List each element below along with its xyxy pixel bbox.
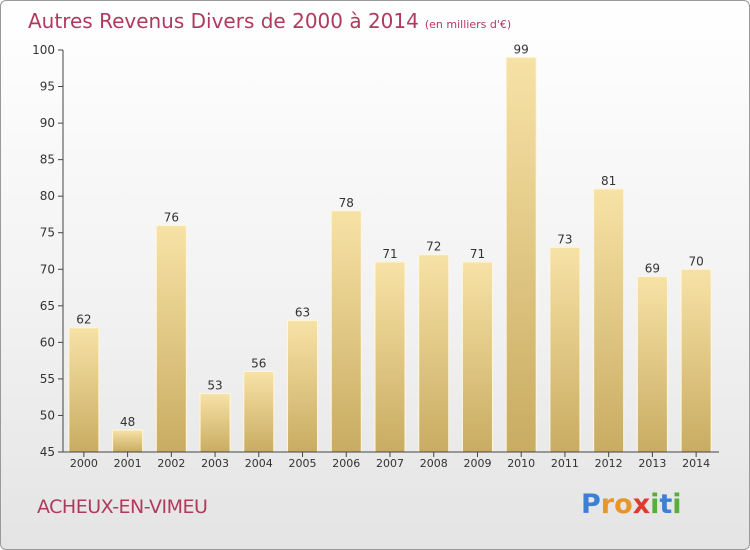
y-tick-label: 95: [40, 80, 55, 94]
logo-letter: t: [659, 489, 673, 520]
x-axis: 2000 2001 2002 2003 2004 2005 2006 2007 2008 2009…: [63, 451, 719, 470]
logo-letter: i: [650, 489, 660, 520]
chart-subtitle: (en milliers d'€): [424, 18, 512, 31]
bar-value-label: 56: [251, 357, 266, 371]
y-tick-label: 85: [40, 153, 55, 167]
bar-2012: [593, 188, 625, 453]
y-axis: 45 50 55 60 65 70 75 80 85 90 95 100: [32, 43, 64, 459]
bar-2000: [68, 327, 100, 453]
bar-value-label: 99: [514, 42, 529, 56]
x-tick-label: 2014: [682, 457, 710, 470]
bar-value-label: 71: [382, 247, 397, 261]
x-tick-label: 2007: [376, 457, 404, 470]
bar-2007: [374, 261, 406, 453]
bar-value-label: 76: [164, 210, 179, 224]
y-tick-label: 45: [40, 445, 55, 459]
y-tick-label: 65: [40, 299, 55, 313]
y-tick-label: 60: [40, 335, 55, 349]
x-tick-label: 2009: [463, 457, 491, 470]
x-tick-label: 2008: [420, 457, 448, 470]
x-tick-label: 2001: [114, 457, 142, 470]
x-tick-label: 2006: [332, 457, 360, 470]
y-tick-label: 55: [40, 372, 55, 386]
bar-2004: [243, 371, 275, 453]
logo-letter: x: [632, 489, 651, 520]
bar-value-label: 71: [470, 247, 485, 261]
x-tick-label: 2000: [70, 457, 98, 470]
chart-title-text: Autres Revenus Divers de 2000 à 2014: [28, 9, 419, 33]
logo-letter: o: [614, 489, 633, 520]
bar-value-label: 53: [207, 379, 222, 393]
bar-value-label: 63: [295, 305, 310, 319]
x-tick-label: 2013: [638, 457, 666, 470]
x-tick-label: 2011: [551, 457, 579, 470]
commune-name: ACHEUX-EN-VIMEU: [37, 496, 208, 518]
y-tick-label: 90: [40, 116, 55, 130]
y-tick-label: 50: [40, 408, 55, 422]
logo-letter: r: [600, 489, 615, 520]
x-tick-label: 2012: [595, 457, 623, 470]
y-tick-label: 100: [32, 43, 55, 57]
bar-2005: [287, 319, 319, 453]
bar-2008: [418, 254, 450, 453]
y-tick-label: 70: [40, 262, 55, 276]
bar-value-label: 72: [426, 240, 441, 254]
bar-2014: [680, 268, 712, 453]
bar-2006: [330, 210, 362, 453]
bar-value-label: 78: [339, 196, 354, 210]
bar-2003: [199, 393, 231, 453]
x-tick-label: 2003: [201, 457, 229, 470]
bar-value-label: 73: [557, 232, 572, 246]
bar-value-label: 48: [120, 415, 135, 429]
bar-value-label: 69: [645, 262, 660, 276]
bar-2001: [112, 429, 144, 453]
x-tick-label: 2004: [245, 457, 273, 470]
chart-title: Autres Revenus Divers de 2000 à 2014 (en …: [28, 9, 511, 33]
bar-2013: [636, 276, 668, 453]
bar-value-label: 81: [601, 174, 616, 188]
logo-letter: i: [672, 489, 682, 520]
logo-letter: P: [581, 489, 601, 520]
y-tick-label: 75: [40, 226, 55, 240]
y-tick-label: 80: [40, 189, 55, 203]
x-tick-label: 2010: [507, 457, 535, 470]
bar-value-label: 70: [688, 254, 703, 268]
bar-2011: [549, 246, 581, 453]
bars: 62 48 76 53 56 63 78 71 72 71 99 73 81 69 70: [68, 42, 712, 453]
proxiti-logo: Proxiti: [581, 489, 682, 520]
bar-2002: [155, 224, 187, 453]
bar-2009: [461, 261, 493, 453]
bar-value-label: 62: [76, 313, 91, 327]
x-tick-label: 2002: [157, 457, 185, 470]
x-tick-label: 2005: [289, 457, 317, 470]
bar-2010: [505, 56, 537, 453]
